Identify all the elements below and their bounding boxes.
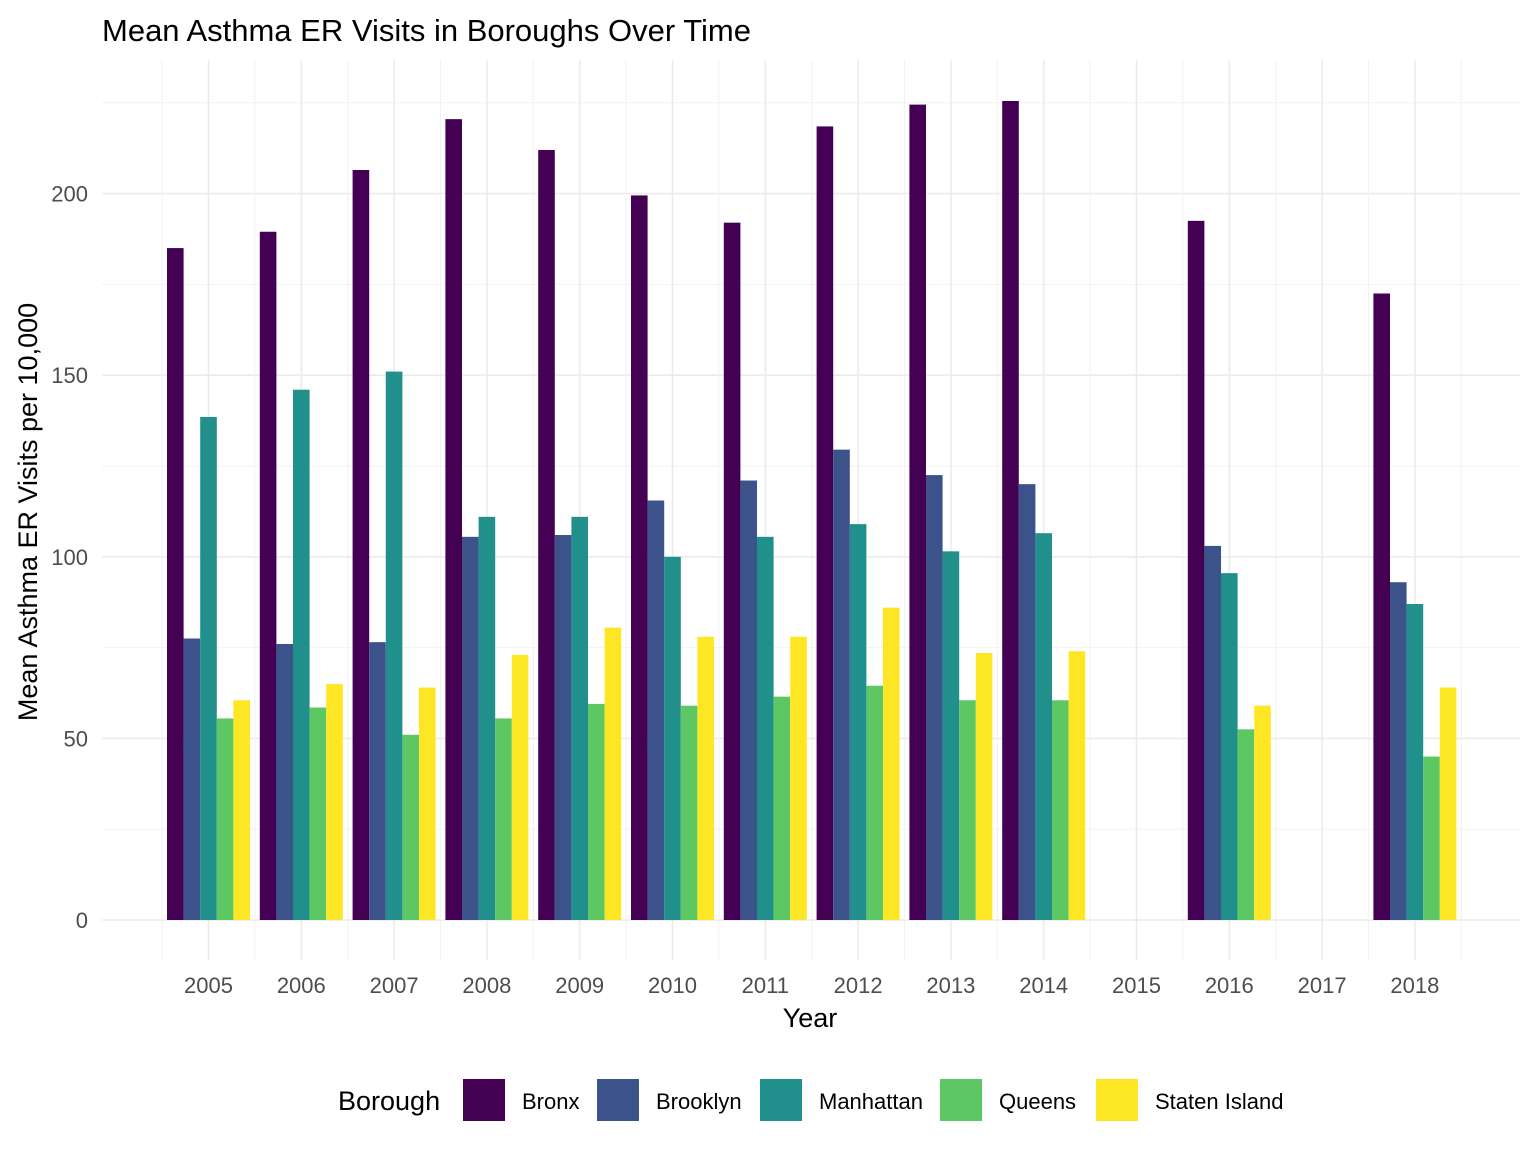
bar-brooklyn-2010 — [647, 500, 665, 920]
legend-key-bronx — [463, 1079, 505, 1121]
bar-manhattan-2007 — [385, 371, 403, 920]
legend-key-queens — [940, 1079, 982, 1121]
bar-queens-2016 — [1237, 729, 1255, 920]
x-tick-label: 2014 — [1019, 973, 1068, 998]
bar-queens-2018 — [1423, 756, 1440, 920]
bar-manhattan-2008 — [478, 516, 496, 920]
legend-label-queens: Queens — [999, 1089, 1076, 1114]
legend-label-bronx: Bronx — [522, 1089, 579, 1114]
bar-queens-2008 — [495, 718, 512, 920]
bar-bronx-2009 — [538, 150, 555, 921]
bar-manhattan-2005 — [200, 416, 217, 920]
bar-staten-island-2014 — [1068, 651, 1086, 920]
bar-staten-island-2018 — [1439, 687, 1457, 920]
bar-bronx-2014 — [1002, 100, 1019, 920]
bar-staten-island-2013 — [975, 653, 993, 920]
bar-brooklyn-2012 — [833, 449, 850, 920]
bar-brooklyn-2011 — [740, 480, 757, 920]
bar-staten-island-2012 — [883, 607, 900, 920]
bar-queens-2014 — [1052, 700, 1069, 920]
legend-title: Borough — [338, 1086, 440, 1116]
bar-queens-2010 — [680, 705, 698, 920]
bar-bronx-2008 — [445, 119, 462, 921]
bar-manhattan-2014 — [1035, 533, 1052, 920]
x-axis-title: Year — [783, 1003, 838, 1033]
bar-bronx-2011 — [723, 222, 741, 920]
bar-manhattan-2018 — [1406, 604, 1424, 920]
y-tick-label: 50 — [64, 726, 88, 751]
x-tick-label: 2005 — [184, 973, 233, 998]
bar-bronx-2010 — [631, 195, 648, 920]
x-tick-label: 2008 — [462, 973, 511, 998]
bar-bronx-2012 — [816, 126, 834, 920]
y-axis-ticks: 0 50 100 150 200 — [51, 182, 88, 933]
bar-staten-island-2008 — [511, 654, 529, 920]
bar-manhattan-2010 — [664, 556, 681, 920]
bar-queens-2007 — [402, 734, 419, 920]
y-tick-label: 0 — [76, 908, 88, 933]
legend-label-brooklyn: Brooklyn — [656, 1089, 742, 1114]
bar-queens-2012 — [866, 685, 883, 920]
y-tick-label: 150 — [51, 363, 88, 388]
bar-queens-2005 — [216, 718, 234, 920]
legend-key-brooklyn — [597, 1079, 639, 1121]
chart-title: Mean Asthma ER Visits in Boroughs Over T… — [102, 13, 751, 48]
x-tick-label: 2017 — [1298, 973, 1347, 998]
bar-brooklyn-2018 — [1390, 582, 1407, 920]
x-axis-ticks: 2005 2006 2007 2008 2009 2010 2011 2012 2013 2014… — [184, 973, 1439, 998]
x-tick-label: 2011 — [742, 973, 789, 998]
bar-queens-2013 — [959, 700, 976, 920]
x-tick-label: 2010 — [648, 973, 697, 998]
bar-staten-island-2011 — [790, 636, 807, 920]
x-tick-label: 2009 — [555, 973, 604, 998]
bar-bronx-2013 — [909, 104, 926, 921]
bar-manhattan-2016 — [1221, 573, 1238, 920]
bar-staten-island-2005 — [233, 700, 250, 920]
bar-staten-island-2016 — [1254, 705, 1271, 920]
bar-brooklyn-2008 — [462, 536, 479, 920]
x-tick-label: 2013 — [926, 973, 975, 998]
bar-brooklyn-2005 — [183, 638, 201, 920]
bar-bronx-2007 — [352, 169, 370, 920]
y-axis-title: Mean Asthma ER Visits per 10,000 — [13, 303, 43, 721]
y-tick-label: 200 — [51, 182, 88, 207]
bar-staten-island-2009 — [604, 627, 622, 920]
bar-queens-2006 — [309, 707, 327, 920]
bars — [167, 100, 1457, 921]
legend-key-staten-island — [1096, 1079, 1138, 1121]
bar-brooklyn-2007 — [369, 642, 386, 920]
bar-staten-island-2007 — [419, 687, 436, 920]
y-tick-label: 100 — [51, 545, 88, 570]
x-tick-label: 2018 — [1390, 973, 1439, 998]
x-tick-label: 2007 — [370, 973, 419, 998]
legend: Borough Bronx Brooklyn Manhattan Queens Stat… — [338, 1079, 1283, 1121]
x-tick-label: 2006 — [277, 973, 326, 998]
bar-brooklyn-2014 — [1018, 484, 1036, 920]
bar-bronx-2006 — [259, 231, 277, 921]
bar-manhattan-2011 — [757, 536, 774, 920]
bar-queens-2009 — [588, 703, 605, 920]
bar-queens-2011 — [773, 696, 791, 920]
x-tick-label: 2015 — [1112, 973, 1161, 998]
bar-brooklyn-2013 — [926, 475, 943, 920]
x-tick-label: 2012 — [834, 973, 883, 998]
legend-key-manhattan — [760, 1079, 802, 1121]
bar-brooklyn-2016 — [1204, 545, 1221, 920]
bar-bronx-2005 — [167, 248, 184, 920]
x-tick-label: 2016 — [1205, 973, 1254, 998]
bar-manhattan-2009 — [571, 516, 588, 920]
bar-manhattan-2006 — [293, 389, 310, 920]
bar-manhattan-2013 — [942, 551, 960, 920]
bar-manhattan-2012 — [849, 524, 867, 920]
legend-label-staten-island: Staten Island — [1155, 1089, 1283, 1114]
bar-brooklyn-2009 — [554, 535, 572, 920]
legend-label-manhattan: Manhattan — [819, 1089, 923, 1114]
bar-bronx-2016 — [1187, 220, 1205, 921]
bar-bronx-2018 — [1373, 293, 1390, 921]
bar-staten-island-2006 — [326, 683, 343, 920]
bar-staten-island-2010 — [697, 636, 714, 920]
bar-brooklyn-2006 — [276, 643, 293, 920]
